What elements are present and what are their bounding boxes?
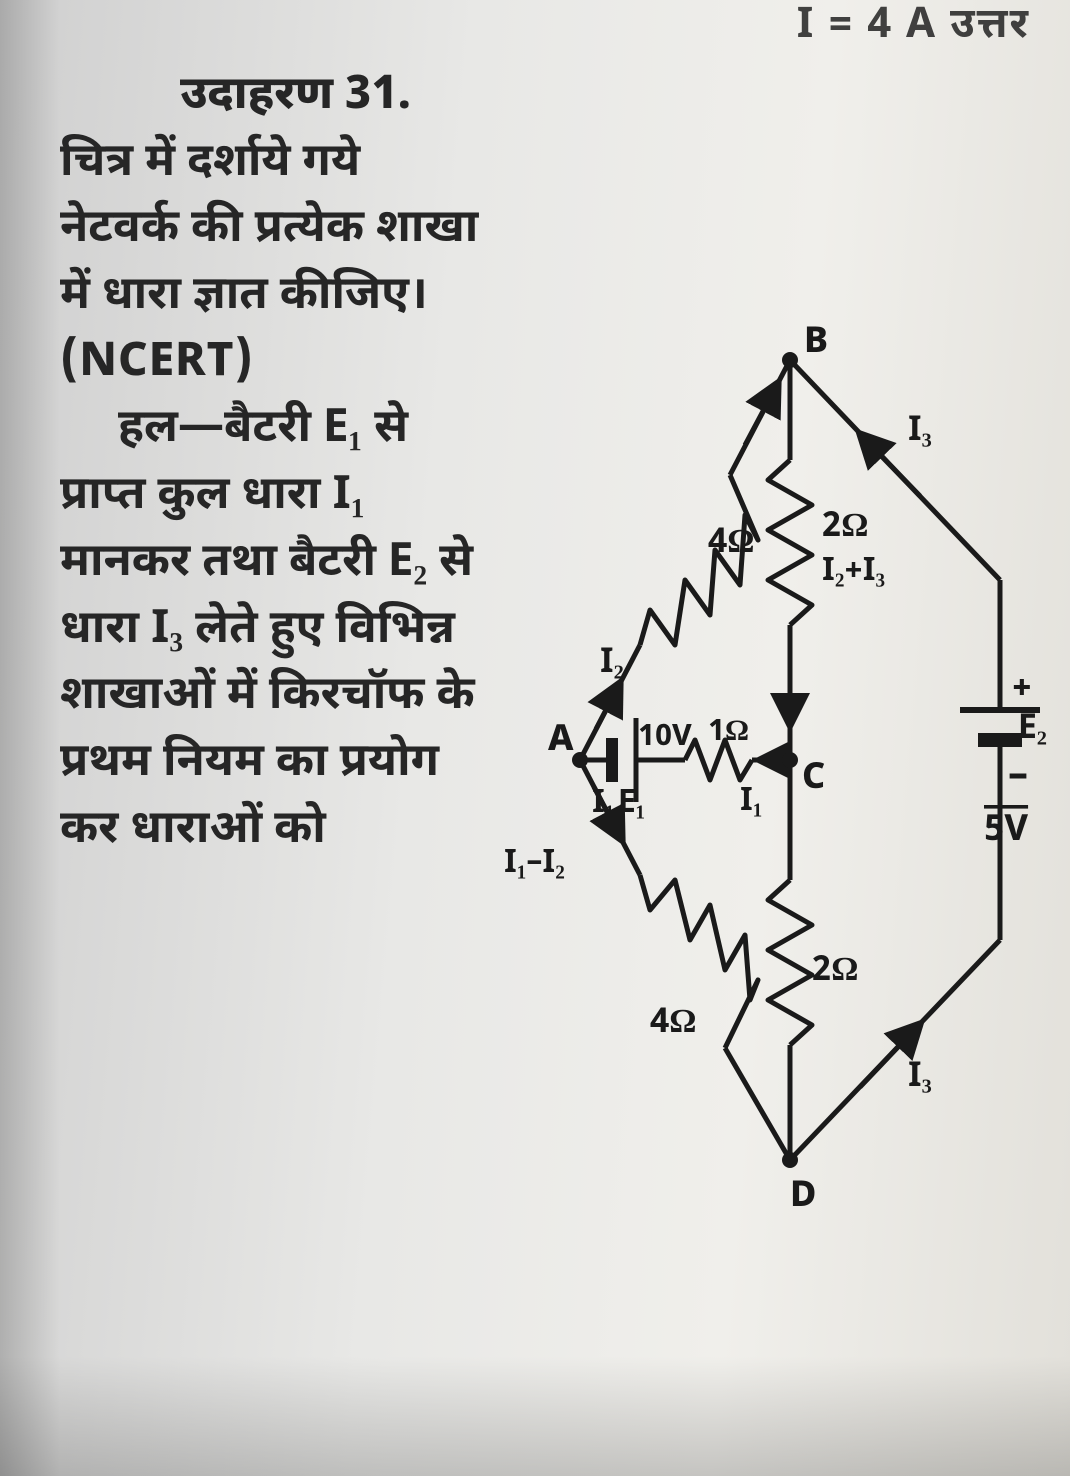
solution-heading: हल—बैटरी E₁ से [60, 397, 490, 464]
example-number: उदाहरण 31. [180, 67, 411, 127]
text-line: नेटवर्क की प्रत्येक शाखा [60, 197, 490, 264]
text-line: कर धाराओं को [60, 798, 490, 865]
label-5V: 5V [984, 808, 1028, 855]
label-I2: I₂ [600, 642, 624, 686]
label-E1: E₁ [618, 784, 645, 826]
bottom-shadow [0, 1356, 1070, 1476]
label-I3-upper: I₃ [908, 410, 932, 454]
text-line: धारा I₃ लेते हुए विभिन्न [60, 598, 490, 665]
text-line: मानकर तथा बैटरी E₂ से [60, 531, 490, 598]
wire-BC [768, 360, 812, 760]
label-2ohm-CD: 2Ω [812, 950, 859, 994]
node-D-dot [782, 1152, 798, 1168]
node-B-label: B [804, 320, 828, 367]
label-1ohm-AC: 1Ω [708, 714, 749, 753]
node-A-label: A [548, 718, 574, 765]
label-4ohm-AB: 4Ω [708, 522, 755, 566]
text-line: प्राप्त कुल धारा I₁ [60, 464, 490, 531]
label-I2plusI3: I₂+I₃ [822, 552, 885, 594]
label-2ohm-BC: 2Ω [822, 506, 869, 550]
node-D-label: D [790, 1174, 816, 1221]
label-minus-E2: – [1008, 753, 1028, 805]
node-A-dot [572, 752, 588, 768]
wire-CD [768, 760, 812, 1160]
node-C-dot [782, 752, 798, 768]
label-4ohm-AD: 4Ω [650, 1002, 697, 1046]
circuit-diagram: 4Ω I₂ 2Ω I₂+I₃ [490, 240, 1050, 1270]
wire-AB [580, 360, 790, 760]
label-I1minusI2: I₁–I₂ [504, 844, 565, 886]
label-10V: 10V [638, 719, 692, 758]
left-shadow [0, 0, 60, 1476]
label-I1-right: I₁ [740, 782, 762, 824]
wire-B-E2-D [790, 360, 1040, 1160]
node-B-dot [782, 352, 798, 368]
page: I = 4 A उत्तर उदाहरण 31. चित्र में दर्शा… [0, 0, 1070, 1476]
node-C-label: C [802, 756, 825, 803]
label-I3-lower: I₃ [908, 1056, 932, 1100]
text-line: प्रथम नियम का प्रयोग [60, 731, 490, 798]
text-line: में धारा ज्ञात कीजिए। [60, 264, 490, 331]
text-line: शाखाओं में किरचॉफ के [60, 664, 490, 731]
example-heading: उदाहरण 31. [60, 64, 490, 131]
text-line: चित्र में दर्शाये गये [60, 131, 490, 198]
cropped-prev-line: I = 4 A उत्तर [0, 0, 1070, 60]
question-text-column: उदाहरण 31. चित्र में दर्शाये गये नेटवर्क… [60, 64, 490, 864]
label-plus-E2: + [1012, 668, 1032, 712]
label-E2: E₂ [1018, 708, 1047, 752]
ncert-tag: (NCERT) [60, 331, 490, 398]
